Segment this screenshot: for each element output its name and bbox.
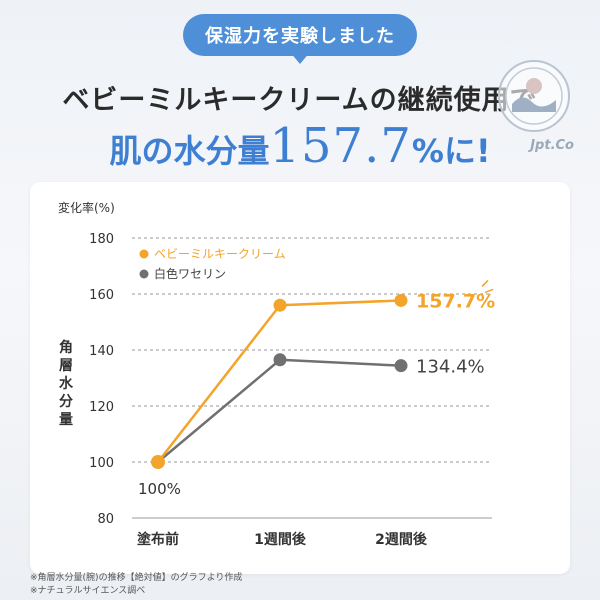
x-tick-label: 1週間後 [254, 531, 307, 548]
legend-label: ベビーミルキークリーム [154, 247, 286, 261]
y-axis-label-char: 層 [59, 358, 73, 374]
data-labels: 100% 157.7% 134.4% [138, 279, 495, 498]
subhead-pre: 肌の水分量 [109, 132, 270, 170]
y-tick-label: 80 [97, 512, 114, 527]
y-axis-label: 角層水分量 [59, 339, 74, 428]
data-point [273, 298, 287, 312]
legend-marker [139, 269, 149, 279]
x-tick-label: 2週間後 [375, 531, 428, 548]
start-value-label: 100% [138, 480, 181, 498]
headline: ベビーミルキークリームの継続使用で [62, 85, 538, 116]
legend-label: 白色ワセリン [154, 266, 226, 281]
chart-card: 変化率(%) 角層水分量 80 100 120 140 160 180 塗布前 1週間後 2週… [30, 182, 570, 574]
sparkle-icon [481, 279, 494, 294]
x-tick-label: 塗布前 [137, 531, 179, 548]
line-chart: 変化率(%) 角層水分量 80 100 120 140 160 180 塗布前 1週間後 2週… [58, 200, 495, 548]
logo-text: Jpt.Co [530, 138, 574, 153]
sparkle-stroke [481, 279, 489, 287]
y-tick-label: 140 [89, 344, 114, 359]
x-tick-labels: 塗布前 1週間後 2週間後 [137, 531, 428, 548]
y-axis-label-char: 角 [59, 339, 73, 356]
subhead: 肌の水分量157.7%に! [0, 118, 600, 174]
series-2-end-label: 134.4% [416, 357, 485, 378]
badge-tail [290, 52, 310, 64]
subhead-post: %に! [411, 132, 491, 170]
y-tick-label: 180 [89, 232, 114, 247]
series-lines [157, 299, 402, 463]
y-tick-label: 100 [89, 456, 114, 471]
y-tick-label: 120 [89, 400, 114, 415]
grid-lines [132, 237, 492, 519]
footnote-2: ※ナチュラルサイエンス調べ [30, 586, 146, 596]
legend-marker [139, 249, 149, 259]
data-point [273, 353, 287, 367]
experiment-badge: 保湿力を実験しました [183, 14, 417, 56]
data-point [394, 359, 408, 373]
y-axis-label-char: 水 [59, 375, 74, 392]
sparkle-stroke [484, 288, 494, 294]
y-tick-label: 160 [89, 288, 114, 303]
series-points [151, 293, 408, 469]
footnote-1: ※角層水分量(腕)の推移【絶対値】のグラフより作成 [30, 573, 243, 583]
series-line [157, 299, 402, 463]
y-axis-label-char: 分 [59, 394, 73, 410]
y-axis-label-char: 量 [59, 412, 73, 428]
brand-logo-icon [498, 60, 570, 132]
data-point [151, 455, 165, 469]
data-point [394, 293, 408, 307]
y-tick-labels: 80 100 120 140 160 180 [89, 232, 114, 527]
subhead-value: 157.7 [269, 118, 412, 174]
series-1-end-label: 157.7% [416, 290, 495, 312]
unit-label: 変化率(%) [58, 200, 115, 215]
series-line [157, 358, 402, 463]
